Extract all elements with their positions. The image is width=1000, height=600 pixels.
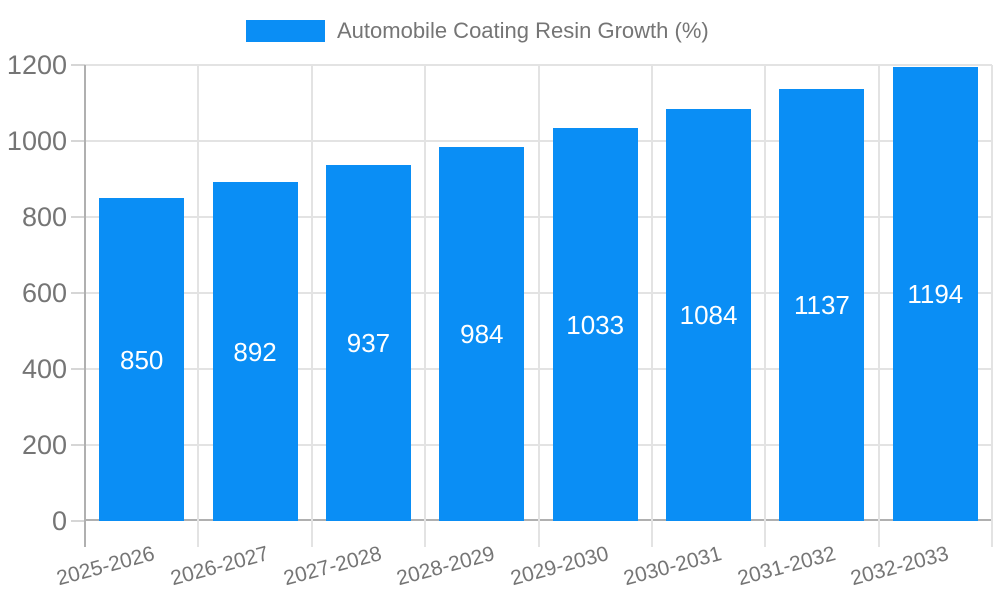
bar-value-label: 892 bbox=[233, 336, 277, 367]
x-gridline bbox=[877, 65, 880, 547]
legend-label: Automobile Coating Resin Growth (%) bbox=[337, 18, 709, 43]
y-axis-line bbox=[84, 65, 86, 547]
y-axis-tick-label: 600 bbox=[21, 278, 67, 308]
bar-value-label: 984 bbox=[460, 319, 504, 350]
y-axis-tick-label: 1200 bbox=[6, 50, 67, 80]
bar-2028-2029[interactable] bbox=[439, 147, 525, 521]
bar-2025-2026[interactable] bbox=[99, 198, 185, 521]
x-axis-tick-label: 2030-2031 bbox=[621, 542, 725, 591]
x-gridline bbox=[537, 65, 540, 547]
x-gridline bbox=[650, 65, 653, 547]
bar-2030-2031[interactable] bbox=[666, 109, 752, 521]
y-axis-tick bbox=[71, 444, 85, 446]
legend-swatch-icon[interactable] bbox=[246, 20, 325, 42]
x-axis-tick-label: 2031-2032 bbox=[734, 542, 838, 591]
x-gridline bbox=[424, 65, 427, 547]
legend[interactable]: Automobile Coating Resin Growth (%) bbox=[246, 16, 709, 46]
bar-value-label: 1033 bbox=[566, 309, 625, 340]
plot-area: 0 200 400 600 800 1000 1200 850 2025-2026 892 2026… bbox=[7, 51, 993, 590]
y-axis-tick bbox=[71, 216, 85, 218]
y-axis-tick bbox=[71, 64, 85, 66]
y-axis-tick-label: 1000 bbox=[6, 126, 67, 156]
bar-2032-2033[interactable] bbox=[892, 67, 978, 521]
y-axis-tick-label: 0 bbox=[51, 506, 67, 536]
y-axis-tick bbox=[71, 520, 85, 522]
x-axis-tick-label: 2026-2027 bbox=[167, 542, 271, 591]
bar-value-label: 1137 bbox=[793, 289, 850, 320]
bar-value-label: 850 bbox=[119, 344, 164, 375]
bar-2027-2028[interactable] bbox=[325, 164, 411, 521]
y-axis-tick bbox=[71, 292, 85, 294]
bar-2026-2027[interactable] bbox=[212, 182, 298, 521]
y-axis-tick-label: 400 bbox=[21, 354, 67, 384]
y-axis-tick-label: 200 bbox=[21, 430, 67, 460]
x-gridline bbox=[991, 65, 993, 547]
x-axis-tick-label: 2029-2030 bbox=[507, 542, 611, 591]
x-axis-tick-label: 2025-2026 bbox=[54, 542, 158, 591]
bar-2029-2030[interactable] bbox=[552, 128, 638, 521]
bar-value-label: 1084 bbox=[679, 300, 738, 331]
y-axis-tick-label: 800 bbox=[21, 202, 67, 232]
bar-value-label: 1194 bbox=[907, 279, 964, 310]
y-axis-tick bbox=[71, 140, 85, 142]
x-gridline bbox=[310, 65, 313, 547]
x-axis-tick-label: 2028-2029 bbox=[394, 542, 498, 591]
x-gridline bbox=[764, 65, 767, 547]
bar-value-label: 937 bbox=[346, 327, 391, 358]
bar-2031-2032[interactable] bbox=[779, 88, 865, 521]
x-gridline bbox=[197, 65, 200, 547]
y-axis-tick bbox=[71, 368, 85, 370]
x-axis-tick-label: 2032-2033 bbox=[848, 542, 952, 591]
x-axis-tick-label: 2027-2028 bbox=[281, 542, 385, 591]
